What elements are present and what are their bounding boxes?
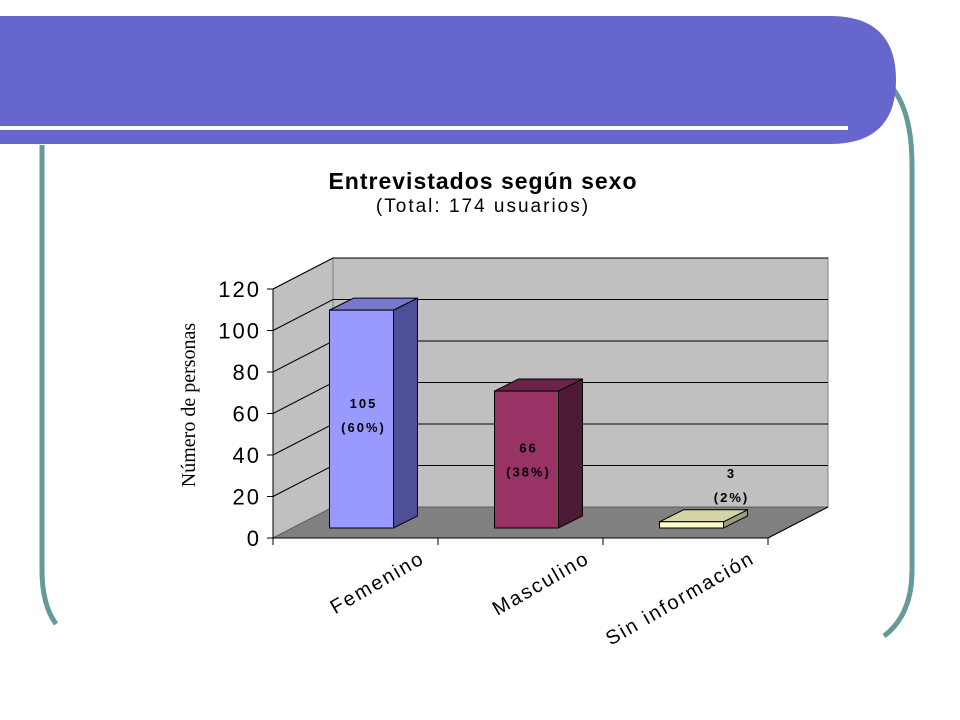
y-tick-label: 80 (233, 360, 261, 385)
y-tick-label: 40 (233, 443, 261, 468)
banner-underline (0, 126, 848, 130)
x-category-label: Femenino (327, 547, 429, 619)
y-axis-label: Número de personas (178, 323, 200, 488)
bars (329, 297, 748, 529)
chart-subtitle: (Total: 174 usuarios) (376, 196, 590, 217)
gridline (272, 257, 828, 290)
data-labels: 105 (60%) 66 (38%) 3 (2%) (341, 396, 749, 505)
y-tick-label: 100 (218, 319, 261, 344)
y-tick-label: 0 (247, 526, 261, 551)
y-tick-label: 60 (233, 402, 261, 427)
x-category-label: Sin información (602, 547, 758, 650)
y-tick-label: 120 (218, 277, 261, 302)
bar-side (393, 297, 418, 529)
data-label-percent: (38%) (506, 465, 551, 480)
frame-right-curve (882, 83, 915, 638)
data-label-percent: (60%) (341, 420, 386, 435)
chart-title: Entrevistados según sexo (328, 168, 637, 194)
gridline (272, 299, 828, 331)
data-label-percent: (2%) (714, 490, 749, 505)
bar-1 (329, 309, 394, 529)
bar-chart: Entrevistados según sexo (Total: 174 usu… (178, 168, 829, 650)
slide-frame (0, 16, 915, 638)
bar-3 (659, 521, 724, 529)
title-banner (0, 16, 896, 144)
x-category-label: Masculino (489, 547, 594, 620)
bar-2 (494, 390, 559, 529)
data-label-value: 105 (350, 396, 378, 411)
x-axis-depth-line (767, 506, 829, 539)
frame-left-curve (39, 145, 59, 626)
bar-side (558, 378, 583, 529)
y-tick-label: 20 (233, 485, 261, 510)
y-axis: 0 20 40 60 80 100 120 (218, 277, 274, 551)
data-label-value: 3 (727, 466, 736, 481)
data-label-value: 66 (519, 441, 537, 456)
